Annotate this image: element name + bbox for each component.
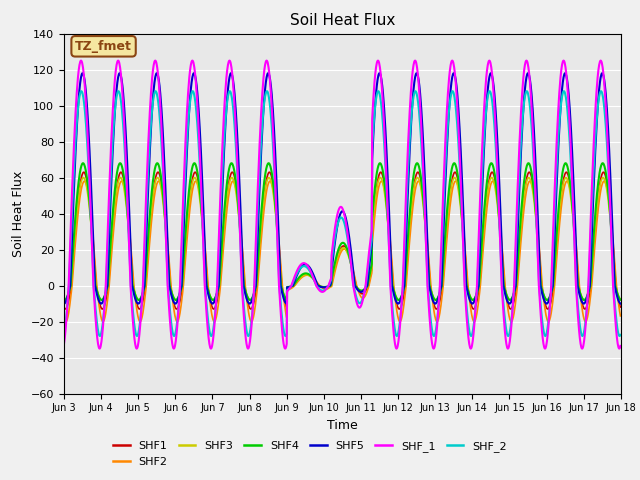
SHF3 <box>616 297 624 302</box>
Line: SHF1: SHF1 <box>64 172 620 309</box>
Line: SHF_1: SHF_1 <box>64 60 620 348</box>
SHF4 <box>61 297 68 303</box>
SHF5 <box>184 125 192 131</box>
Line: SHF2: SHF2 <box>64 181 620 322</box>
SHF_1 <box>171 343 179 349</box>
Legend: SHF1, SHF2, SHF3, SHF4, SHF5, SHF_1, SHF_2: SHF1, SHF2, SHF3, SHF4, SHF5, SHF_1, SHF… <box>109 437 511 471</box>
SHF_1 <box>551 177 559 182</box>
SHF_1 <box>616 343 624 349</box>
SHF_1 <box>429 346 437 351</box>
SHF2 <box>60 315 68 321</box>
SHF_1 <box>96 346 104 351</box>
Line: SHF4: SHF4 <box>64 163 620 300</box>
SHF2 <box>550 286 558 291</box>
Line: SHF3: SHF3 <box>64 178 620 300</box>
SHF1 <box>502 291 510 297</box>
SHF5 <box>60 300 68 306</box>
SHF2 <box>616 313 624 319</box>
SHF2 <box>429 297 436 303</box>
SHF_2 <box>246 329 254 335</box>
SHF2 <box>600 179 608 184</box>
SHF_2 <box>170 333 178 339</box>
SHF4 <box>616 297 624 302</box>
SHF5 <box>551 231 559 237</box>
SHF5 <box>246 300 254 306</box>
SHF_1 <box>77 58 85 63</box>
SHF3 <box>551 262 559 267</box>
SHF3 <box>61 297 68 303</box>
SHF_2 <box>597 88 605 94</box>
SHF3 <box>502 289 510 295</box>
SHF_1 <box>502 338 510 344</box>
Y-axis label: Soil Heat Flux: Soil Heat Flux <box>12 170 25 257</box>
SHF1 <box>429 299 437 305</box>
Line: SHF_2: SHF_2 <box>64 91 620 336</box>
SHF_1 <box>60 341 68 347</box>
SHF2 <box>246 316 254 322</box>
SHF3 <box>171 297 179 302</box>
SHF_2 <box>501 319 509 325</box>
SHF1 <box>171 304 179 310</box>
SHF3 <box>185 206 193 212</box>
SHF3 <box>79 175 87 180</box>
SHF3 <box>60 297 68 302</box>
SHF3 <box>429 294 437 300</box>
SHF3 <box>247 297 255 303</box>
SHF4 <box>79 160 87 166</box>
SHF5 <box>171 300 179 306</box>
SHF1 <box>247 306 255 312</box>
SHF5 <box>79 70 86 76</box>
SHF1 <box>616 304 624 310</box>
SHF4 <box>185 193 193 199</box>
SHF1 <box>551 267 559 273</box>
Text: TZ_fmet: TZ_fmet <box>75 40 132 53</box>
SHF4 <box>502 290 510 296</box>
SHF4 <box>171 297 179 302</box>
SHF_1 <box>185 84 193 90</box>
X-axis label: Time: Time <box>327 419 358 432</box>
Line: SHF5: SHF5 <box>64 73 620 303</box>
SHF1 <box>185 207 193 213</box>
SHF_2 <box>616 333 623 339</box>
SHF_1 <box>247 331 255 337</box>
SHF5 <box>616 300 624 306</box>
SHF2 <box>170 309 178 314</box>
SHF_2 <box>184 125 191 131</box>
SHF1 <box>61 306 69 312</box>
SHF1 <box>80 169 88 175</box>
SHF_2 <box>60 331 68 336</box>
SHF4 <box>429 295 437 300</box>
SHF_2 <box>550 216 558 221</box>
SHF2 <box>184 228 191 234</box>
SHF2 <box>501 283 509 289</box>
SHF4 <box>60 297 68 303</box>
SHF5 <box>429 298 436 303</box>
SHF_2 <box>429 330 436 336</box>
Title: Soil Heat Flux: Soil Heat Flux <box>290 13 395 28</box>
SHF4 <box>247 297 255 303</box>
SHF4 <box>551 254 559 260</box>
SHF2 <box>582 319 589 324</box>
SHF1 <box>60 305 68 311</box>
SHF5 <box>502 293 509 299</box>
SHF_2 <box>616 332 624 338</box>
